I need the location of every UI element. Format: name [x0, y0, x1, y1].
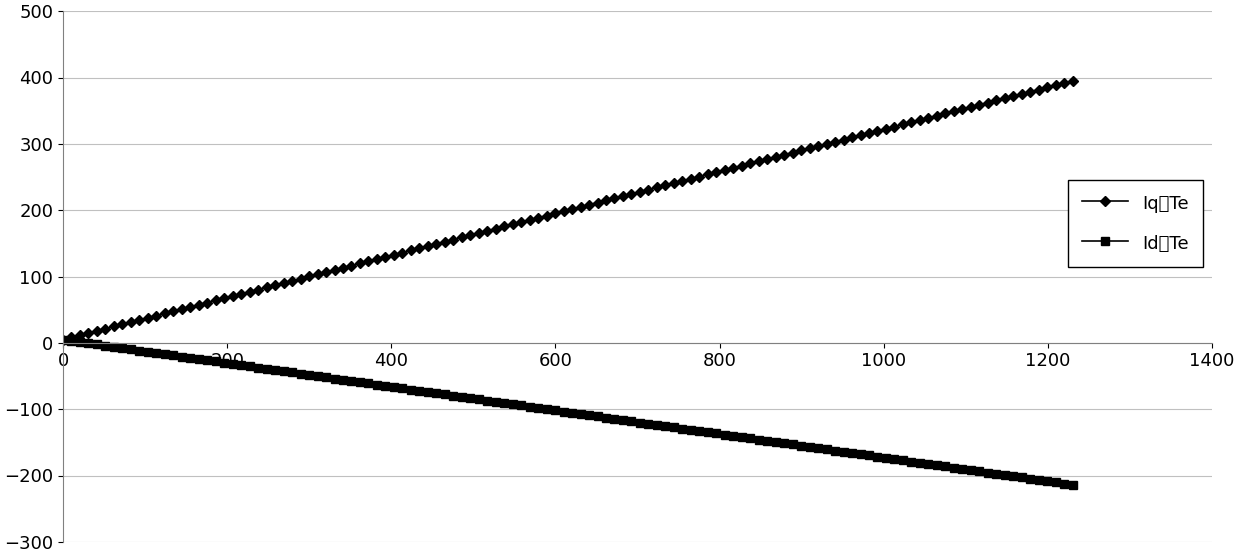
Legend: Iq与Te, Id与Te: Iq与Te, Id与Te	[1068, 180, 1203, 267]
